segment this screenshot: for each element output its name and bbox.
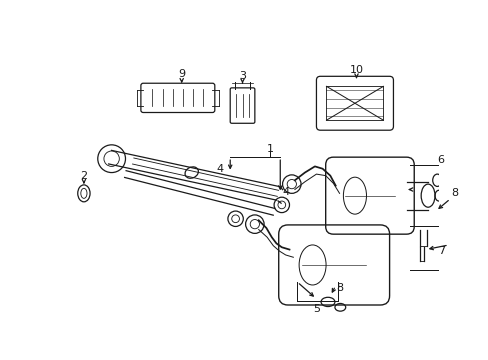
Text: 4: 4	[216, 164, 224, 174]
Text: 3: 3	[239, 71, 245, 81]
Text: 10: 10	[349, 65, 363, 75]
Text: 8: 8	[450, 188, 458, 198]
Text: 1: 1	[266, 144, 273, 154]
Text: 4: 4	[282, 187, 288, 197]
Text: 2: 2	[80, 171, 87, 181]
Text: 5: 5	[312, 304, 319, 314]
Text: 8: 8	[335, 283, 343, 293]
Text: 9: 9	[178, 69, 185, 79]
Text: 7: 7	[437, 246, 444, 256]
Text: 6: 6	[437, 155, 444, 165]
